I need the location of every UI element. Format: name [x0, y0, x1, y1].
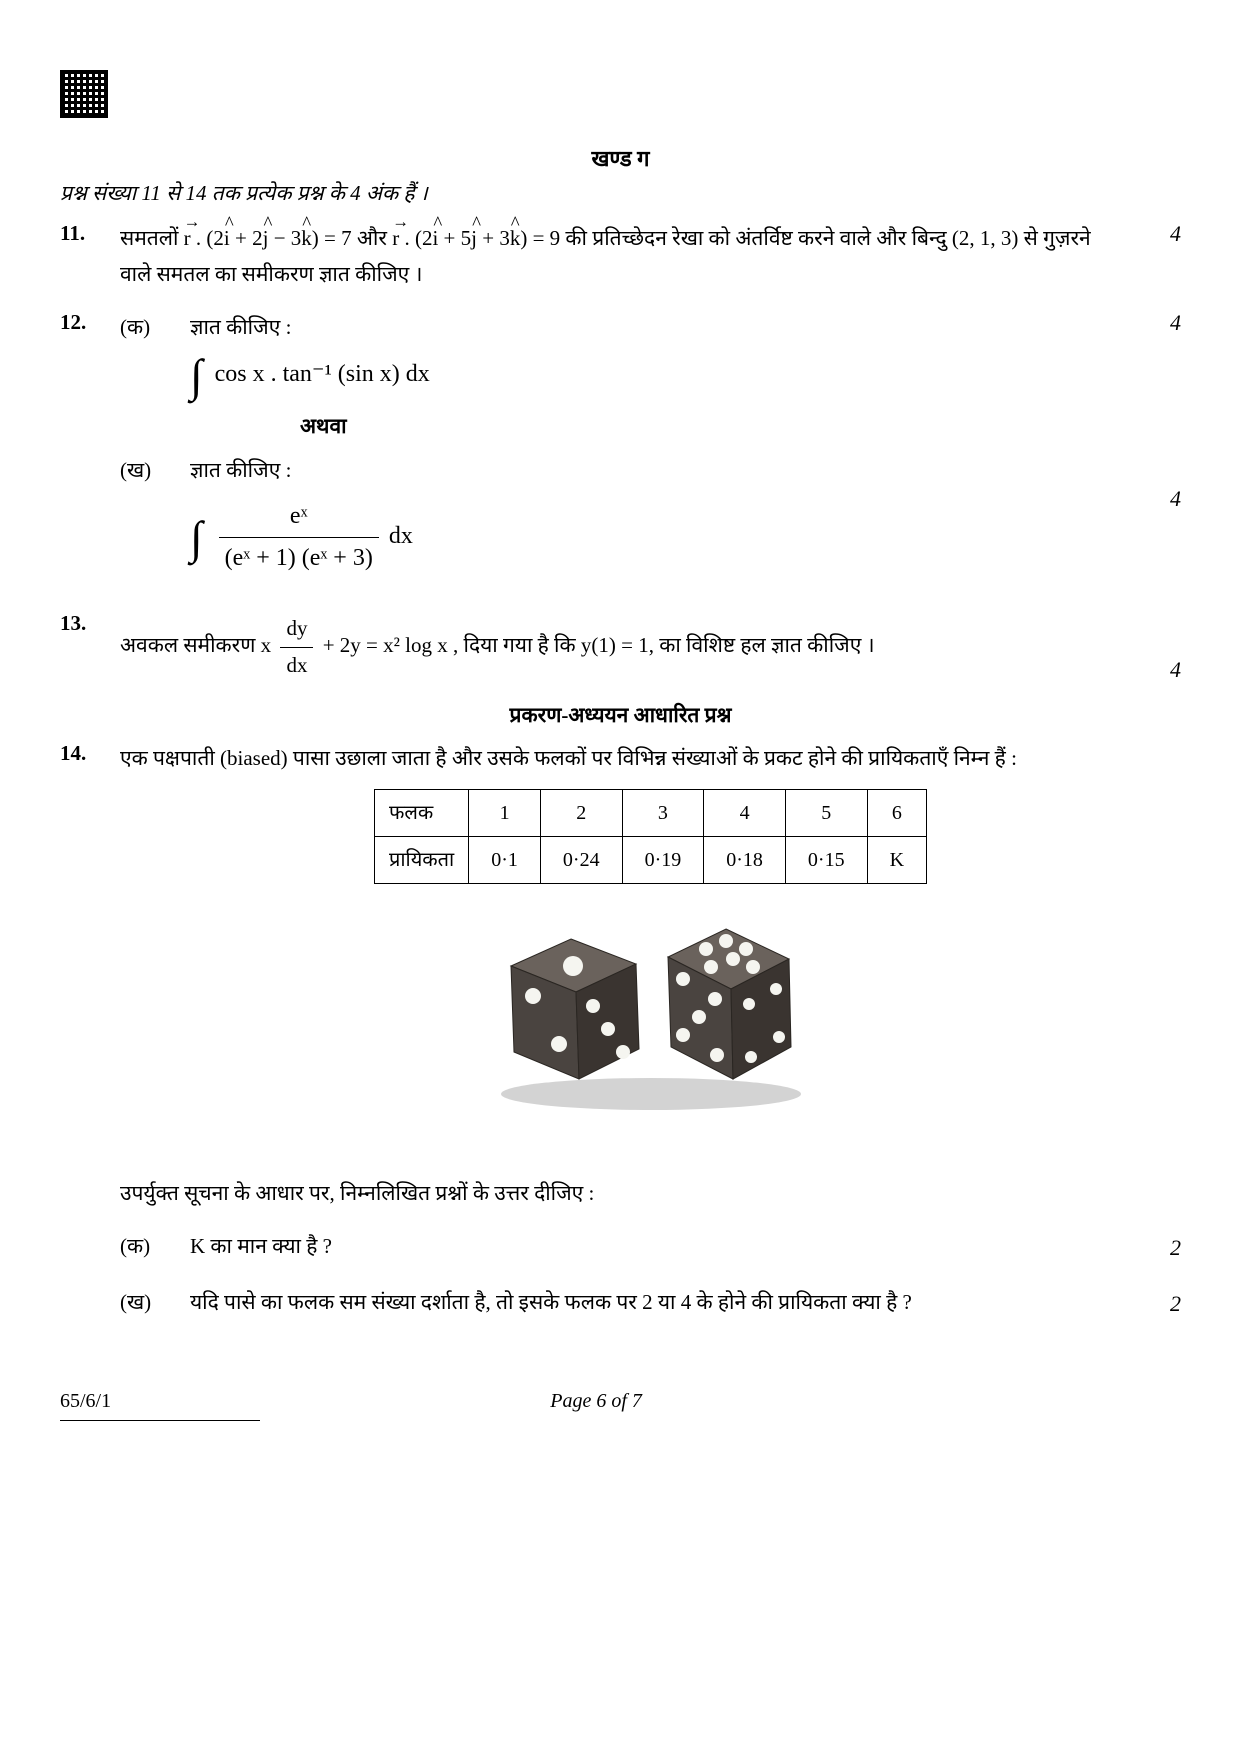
paper-code: 65/6/1 [60, 1390, 111, 1413]
question-number: 12. [60, 310, 120, 335]
or-separator: अथवा [300, 409, 1121, 445]
question-12: 12. (क) ज्ञात कीजिए : ∫ cos x . tan⁻¹ (s… [60, 310, 1181, 592]
question-14: 14. एक पक्षपाती (biased) पासा उछाला जाता… [60, 741, 1181, 1330]
followup-text: उपर्युक्त सूचना के आधार पर, निम्नलिखित प… [120, 1176, 1181, 1212]
question-13: 13. अवकल समीकरण x dy dx + 2y = x² log x … [60, 611, 1181, 683]
marks: 4 [1141, 221, 1181, 247]
page-footer: 65/6/1 Page 6 of 7 [60, 1390, 1181, 1413]
subpart-label: (क) [120, 310, 190, 346]
table-cell: 0·19 [622, 836, 704, 883]
table-row: फलक 1 2 3 4 5 6 [374, 789, 926, 836]
question-number: 14. [60, 741, 120, 766]
table-cell: 3 [622, 789, 704, 836]
section-instruction: प्रश्न संख्या 11 से 14 तक प्रत्येक प्रश्… [60, 179, 1181, 207]
subpart-label: (ख) [120, 453, 190, 489]
marks: 2 [1141, 1229, 1181, 1266]
table-cell: K [867, 836, 926, 883]
table-cell: 6 [867, 789, 926, 836]
table-cell: 5 [785, 789, 867, 836]
subpart-label: (ख) [120, 1285, 190, 1322]
question-11: 11. समतलों r . (2i + 2j − 3k) = 7 और r .… [60, 221, 1181, 292]
question-body: एक पक्षपाती (biased) पासा उछाला जाता है … [120, 741, 1181, 1330]
subpart-text: K का मान क्या है ? [190, 1229, 1121, 1266]
qr-code [60, 70, 108, 118]
table-cell: 0·15 [785, 836, 867, 883]
question-body: अवकल समीकरण x dy dx + 2y = x² log x , दि… [120, 611, 1121, 683]
subpart-text: ज्ञात कीजिए : [190, 310, 1121, 346]
subpart-text: यदि पासे का फलक सम संख्या दर्शाता है, तो… [190, 1285, 1121, 1322]
marks: 2 [1141, 1285, 1181, 1322]
table-cell: 0·24 [540, 836, 622, 883]
question-number: 11. [60, 221, 120, 246]
marks: 4 [1141, 657, 1181, 683]
table-cell: 0·1 [469, 836, 541, 883]
table-cell: 0·18 [704, 836, 786, 883]
integral-a: ∫ cos x . tan⁻¹ (sin x) dx [190, 354, 1121, 395]
probability-table: फलक 1 2 3 4 5 6 प्रायिकता 0·1 0·24 0·19 … [374, 789, 927, 884]
table-cell: 2 [540, 789, 622, 836]
row-header: फलक [374, 789, 468, 836]
table-cell: 1 [469, 789, 541, 836]
integral-b: ∫ eˣ (eˣ + 1) (eˣ + 3) dx [190, 496, 1121, 579]
case-study-title: प्रकरण-अध्ययन आधारित प्रश्न [60, 701, 1181, 729]
row-header: प्रायिकता [374, 836, 468, 883]
marks: 4 4 [1141, 310, 1181, 512]
table-row: प्रायिकता 0·1 0·24 0·19 0·18 0·15 K [374, 836, 926, 883]
question-intro: एक पक्षपाती (biased) पासा उछाला जाता है … [120, 741, 1181, 777]
section-title: खण्ड ग [60, 143, 1181, 173]
subpart-text: ज्ञात कीजिए : [190, 453, 1121, 489]
question-body: (क) ज्ञात कीजिए : ∫ cos x . tan⁻¹ (sin x… [120, 310, 1121, 592]
dice-image [120, 914, 1181, 1126]
question-body: समतलों r . (2i + 2j − 3k) = 7 और r . (2i… [120, 221, 1121, 292]
table-cell: 4 [704, 789, 786, 836]
question-number: 13. [60, 611, 120, 636]
subpart-label: (क) [120, 1229, 190, 1266]
page-number: Page 6 of 7 [550, 1390, 642, 1413]
